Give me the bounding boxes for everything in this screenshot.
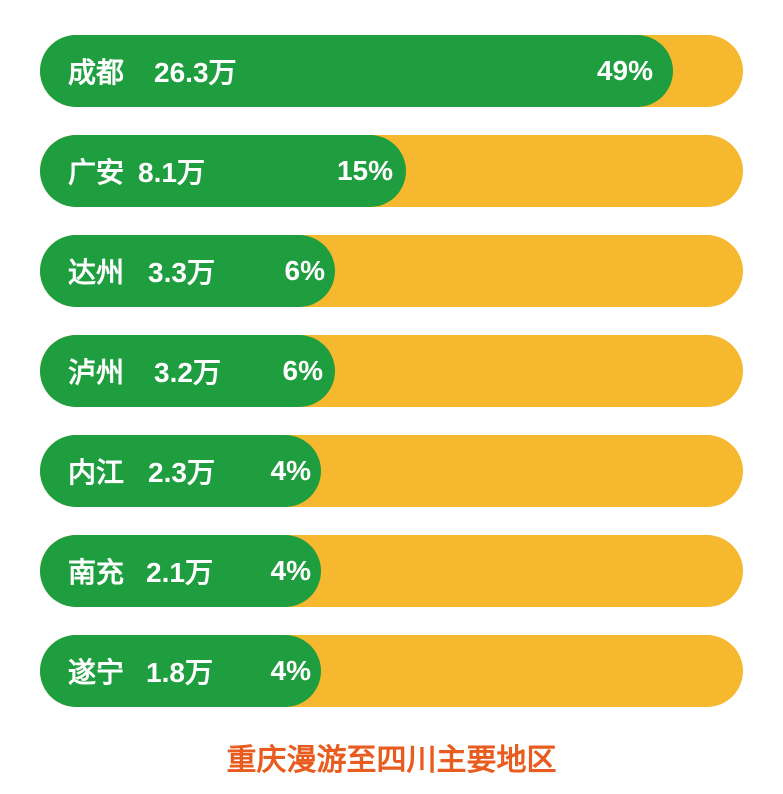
bar-value-label: 3.2万 bbox=[154, 351, 221, 391]
bar-value-label: 2.1万 bbox=[146, 551, 213, 591]
bar-percent-label: 6% bbox=[283, 355, 323, 387]
bar-percent-label: 49% bbox=[597, 55, 653, 87]
bar-fill: 成都 26.3万 bbox=[40, 35, 673, 107]
bar-value-label: 3.3万 bbox=[148, 251, 215, 291]
bar-row: 成都 26.3万 49% bbox=[40, 35, 743, 107]
bar-city-label: 南充 bbox=[68, 551, 124, 591]
bar-value-label: 2.3万 bbox=[148, 451, 215, 491]
bar-percent-label: 4% bbox=[271, 555, 311, 587]
bar-city-label: 成都 bbox=[68, 51, 124, 91]
bar-row: 泸州 3.2万 6% bbox=[40, 335, 743, 407]
bar-row: 南充 2.1万 4% bbox=[40, 535, 743, 607]
bar-city-label: 达州 bbox=[68, 251, 124, 291]
bar-row: 广安 8.1万 15% bbox=[40, 135, 743, 207]
bar-value-label: 8.1万 bbox=[138, 151, 205, 191]
bar-percent-label: 6% bbox=[285, 255, 325, 287]
bar-percent-label: 4% bbox=[271, 655, 311, 687]
bar-city-label: 内江 bbox=[68, 451, 124, 491]
bar-percent-label: 15% bbox=[337, 155, 393, 187]
bar-city-label: 泸州 bbox=[68, 351, 124, 391]
bar-row: 内江 2.3万 4% bbox=[40, 435, 743, 507]
roaming-bar-chart: 成都 26.3万 49% 广安 8.1万 15% 达州 3.3万 6% 泸州 3.2万 6% 内江 2.3… bbox=[40, 35, 743, 707]
bar-city-label: 遂宁 bbox=[68, 651, 124, 691]
chart-title: 重庆漫游至四川主要地区 bbox=[40, 735, 743, 779]
bar-value-label: 26.3万 bbox=[154, 51, 237, 91]
bar-value-label: 1.8万 bbox=[146, 651, 213, 691]
bar-city-label: 广安 bbox=[68, 151, 124, 191]
bar-percent-label: 4% bbox=[271, 455, 311, 487]
bar-row: 遂宁 1.8万 4% bbox=[40, 635, 743, 707]
bar-row: 达州 3.3万 6% bbox=[40, 235, 743, 307]
